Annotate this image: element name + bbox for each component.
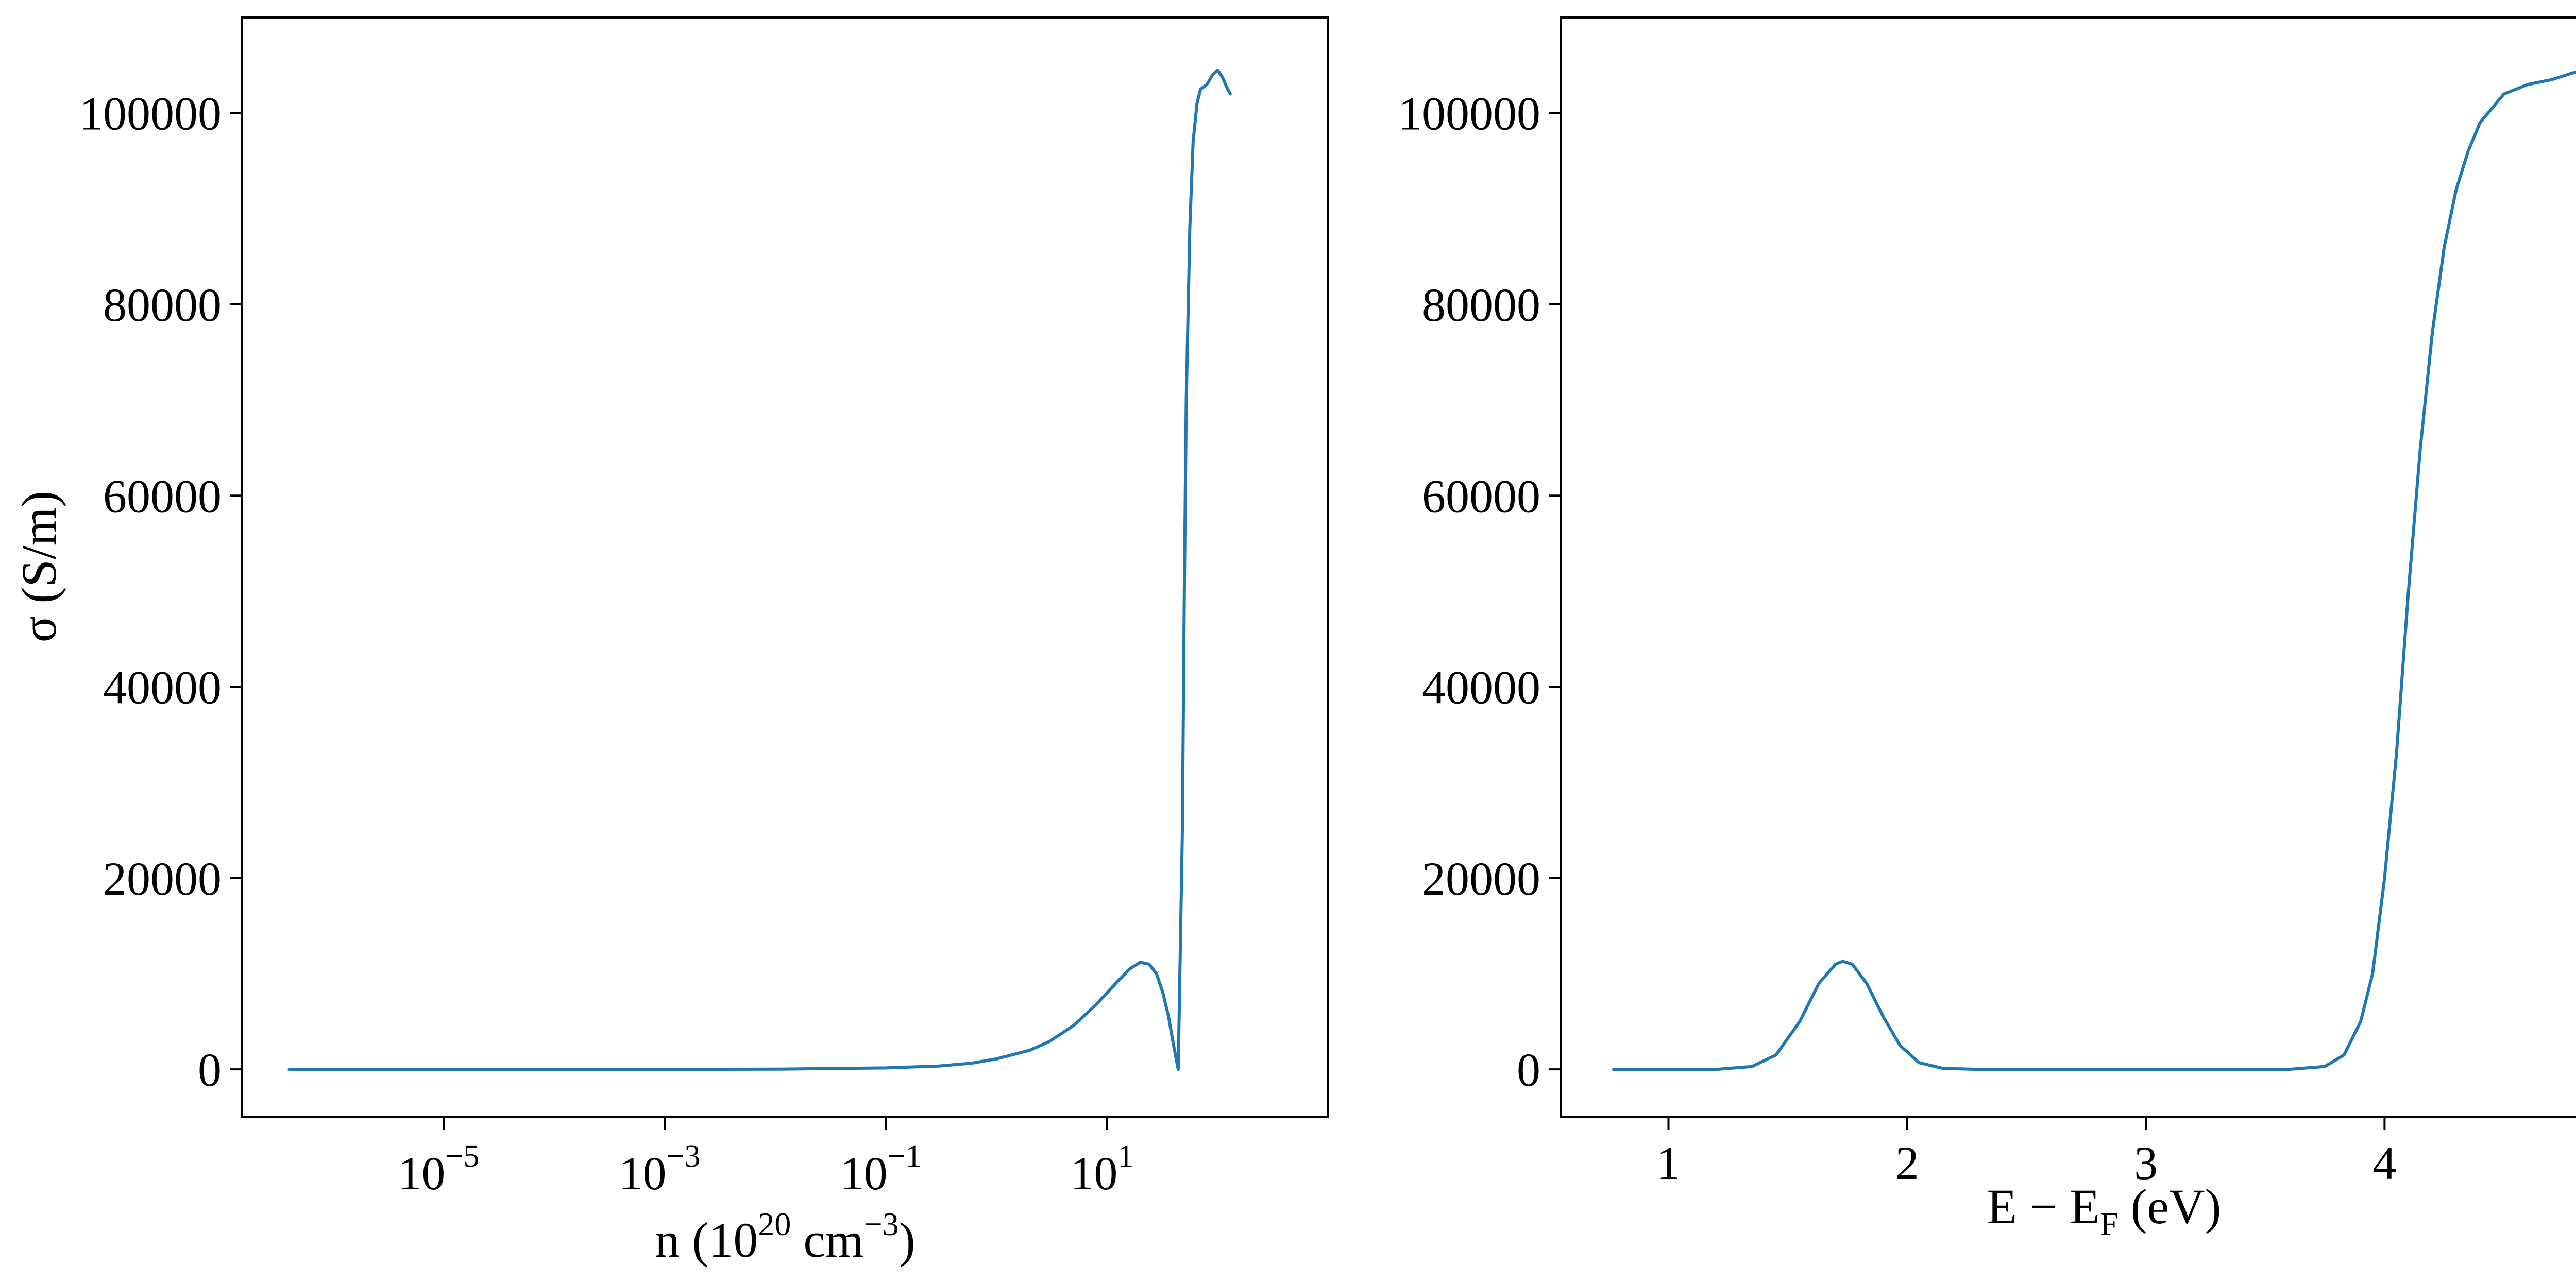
left-y-tick-label: 40000 — [103, 661, 222, 714]
left-y-tick-label: 0 — [198, 1044, 222, 1096]
right-x-axis-label-subscript: F — [2100, 1205, 2119, 1242]
left-x-tick-label: 10−5 — [398, 1139, 479, 1200]
left-plot-frame — [241, 16, 1329, 1118]
right-x-tick-label: 1 — [1656, 1137, 1680, 1189]
left-x-axis-label-exponent: 20 — [758, 1206, 791, 1242]
left-chart-panel: 0 20000 40000 60000 80000 100000 10−5 10−3 10−1… — [11, 16, 1329, 1268]
left-y-tick-label: 80000 — [103, 279, 222, 331]
left-x-ticks: 10−5 10−3 10−1 101 — [398, 1117, 1133, 1200]
left-y-tick-label: 20000 — [103, 852, 222, 905]
left-y-tick-label: 60000 — [103, 470, 222, 522]
right-x-axis-label: E − EF (eV) — [1987, 1179, 2222, 1242]
left-y-ticks: 0 20000 40000 60000 80000 100000 — [79, 88, 242, 1096]
right-y-tick-label: 80000 — [1422, 279, 1540, 331]
left-x-axis-label-suffix: ) — [899, 1212, 916, 1268]
right-y-tick-label: 100000 — [1398, 88, 1540, 140]
right-y-tick-label: 20000 — [1422, 852, 1540, 905]
left-x-tick-label: 10−1 — [840, 1139, 922, 1200]
left-y-tick-label: 100000 — [79, 88, 222, 140]
left-y-axis-label: σ (S/m) — [11, 491, 66, 642]
left-x-tick-label: 10−3 — [619, 1139, 701, 1200]
left-series-line — [287, 69, 1232, 1071]
right-x-tick-label: 4 — [2372, 1137, 2396, 1189]
right-y-tick-label: 0 — [1517, 1044, 1540, 1096]
right-x-tick-label: 2 — [1895, 1137, 1919, 1189]
left-x-axis-label-unit-exponent: −3 — [864, 1206, 899, 1242]
right-y-tick-label: 40000 — [1422, 661, 1540, 714]
left-x-axis-label-unit: cm — [791, 1212, 863, 1268]
left-x-tick-label: 101 — [1070, 1139, 1133, 1200]
right-x-axis-label-main: E − E — [1987, 1179, 2100, 1234]
left-x-axis-label-prefix: n (10 — [655, 1212, 758, 1268]
right-x-tick-label: 3 — [2134, 1137, 2158, 1189]
right-x-axis-label-suffix: (eV) — [2119, 1179, 2222, 1234]
right-y-tick-label: 60000 — [1422, 470, 1540, 522]
right-plot-frame — [1560, 16, 2576, 1118]
left-x-axis-label: n (1020 cm−3) — [655, 1206, 915, 1268]
right-y-ticks: 0 20000 40000 60000 80000 100000 — [1398, 88, 1561, 1096]
right-series-line — [1612, 70, 2576, 1071]
right-x-ticks: 12345 — [1656, 1117, 2396, 1189]
